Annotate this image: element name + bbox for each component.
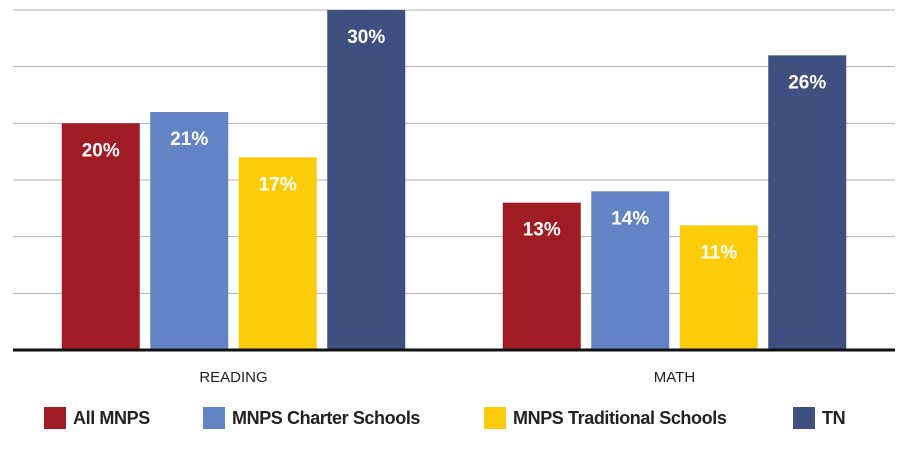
legend-swatch	[44, 407, 66, 429]
bar	[150, 112, 229, 350]
legend-swatch	[484, 407, 506, 429]
bar	[679, 225, 758, 350]
x-tick-label: READING	[199, 369, 267, 386]
value-label: 11%	[700, 242, 737, 263]
legend-swatch	[203, 407, 225, 429]
bar	[327, 10, 406, 350]
bar	[502, 202, 581, 350]
legend-label: MNPS Charter Schools	[232, 408, 420, 428]
value-label: 30%	[347, 27, 385, 48]
value-label: 21%	[170, 129, 208, 150]
value-label: 20%	[82, 140, 120, 161]
value-label: 26%	[788, 72, 826, 93]
x-tick-label: MATH	[654, 369, 695, 386]
bar	[768, 55, 847, 350]
value-label: 13%	[523, 220, 561, 241]
value-label: 17%	[259, 174, 297, 195]
bar	[591, 191, 670, 350]
bar	[61, 123, 140, 350]
bar	[238, 157, 317, 350]
legend-label: All MNPS	[73, 408, 150, 428]
value-label: 14%	[611, 208, 649, 229]
legend-label: TN	[822, 408, 845, 428]
legend-label: MNPS Traditional Schools	[513, 408, 727, 428]
legend-swatch	[793, 407, 815, 429]
